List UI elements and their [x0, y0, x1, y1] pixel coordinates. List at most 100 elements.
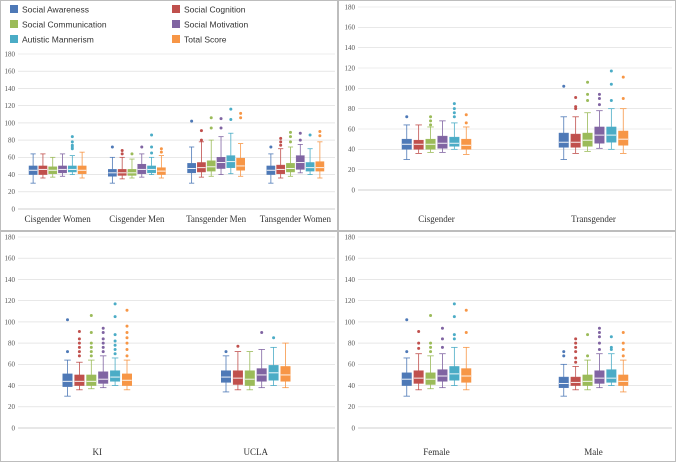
outlier-point — [597, 335, 601, 339]
outlier-point — [464, 113, 468, 117]
box-iqr — [315, 161, 325, 172]
box-ki-social-awareness — [62, 318, 73, 397]
outlier-point — [562, 84, 566, 88]
legend-swatch-social-motivation — [172, 20, 180, 28]
box-iqr — [425, 372, 436, 385]
outlier-point — [452, 337, 456, 341]
outlier-point — [429, 314, 433, 318]
y-tick-label: 40 — [348, 146, 356, 154]
outlier-point — [150, 151, 154, 155]
outlier-point — [452, 102, 456, 106]
y-tick-label: 40 — [348, 382, 356, 390]
outlier-point — [452, 107, 456, 111]
outlier-point — [597, 97, 601, 100]
box-cisgender-social-motivation — [437, 120, 448, 153]
outlier-point — [77, 354, 81, 358]
y-tick-label: 120 — [5, 297, 16, 305]
y-tick-label: 60 — [348, 125, 356, 133]
y-tick-label: 160 — [345, 255, 356, 263]
box-cisgender-women-social-awareness — [28, 153, 38, 184]
outlier-point — [101, 345, 105, 349]
outlier-point — [89, 345, 93, 349]
box-female-social-cognition — [413, 329, 424, 391]
box-iqr — [86, 374, 97, 386]
outlier-point — [70, 135, 74, 139]
outlier-point — [150, 133, 154, 137]
outlier-point — [101, 341, 105, 345]
outlier-point — [405, 115, 409, 119]
outlier-point — [298, 131, 302, 135]
outlier-point — [113, 315, 117, 319]
outlier-point — [621, 331, 625, 334]
outlier-point — [621, 354, 625, 358]
legend-swatch-total-score — [172, 35, 180, 43]
outlier-point — [110, 145, 114, 149]
y-tick-label: 140 — [5, 276, 16, 284]
y-tick-label: 20 — [8, 403, 16, 411]
box-iqr — [570, 133, 581, 148]
box-iqr — [606, 126, 617, 143]
box-cisgender-social-cognition — [413, 124, 424, 154]
box-iqr — [98, 371, 109, 384]
outlier-point — [597, 341, 601, 345]
y-tick-label: 120 — [345, 64, 356, 72]
box-iqr — [280, 366, 291, 382]
chart-panel-1: 0 20 40 60 80 100 120 140 160 180 Cisgender Women C… — [0, 0, 338, 231]
outlier-point — [597, 103, 601, 107]
box-cisgender-women-autistic-mannerism — [67, 135, 77, 175]
box-iqr — [232, 370, 243, 385]
outlier-point — [609, 345, 613, 349]
y-tick-label: 180 — [345, 233, 356, 241]
y-tick-label: 80 — [348, 340, 356, 348]
box-iqr — [618, 374, 629, 386]
category-label: Female — [423, 447, 450, 457]
box-tansgender-men-social-communication — [206, 116, 216, 177]
outlier-point — [574, 345, 578, 349]
box-tansgender-women-social-cognition — [276, 136, 286, 179]
box-female-autistic-mannerism — [449, 302, 460, 386]
category-label: KI — [93, 447, 103, 457]
outlier-point — [609, 82, 613, 86]
outlier-point — [125, 336, 129, 340]
y-tick-label: 20 — [8, 188, 16, 196]
legend-label-social-communication: Social Communication — [22, 20, 107, 30]
box-cisgender-women-total-score — [77, 151, 87, 179]
y-tick-label: 140 — [345, 276, 356, 284]
outlier-point — [89, 314, 93, 318]
outlier-point — [89, 350, 93, 354]
box-cisgender-social-awareness — [401, 115, 412, 160]
box-male-social-motivation — [594, 326, 605, 389]
box-male-autistic-mannerism — [606, 335, 617, 386]
outlier-point — [318, 130, 322, 133]
box-iqr — [570, 376, 581, 386]
box-ki-social-communication — [86, 314, 97, 390]
y-tick-label: 140 — [345, 44, 356, 52]
box-transgender-total-score — [618, 75, 629, 154]
legend-label-social-awareness: Social Awareness — [22, 5, 89, 15]
outlier-point — [621, 75, 625, 79]
outlier-point — [113, 339, 117, 343]
outlier-point — [574, 341, 578, 345]
outlier-point — [77, 341, 81, 345]
outlier-point — [464, 331, 468, 334]
legend-swatch-social-awareness — [10, 5, 18, 13]
outlier-point — [318, 134, 322, 138]
outlier-point — [113, 302, 117, 306]
box-iqr — [122, 373, 132, 386]
legend-swatch-social-cognition — [172, 5, 180, 13]
outlier-point — [77, 337, 81, 341]
outlier-point — [429, 345, 433, 349]
panel-frame — [0, 0, 338, 231]
outlier-point — [199, 138, 203, 142]
box-cisgender-men-social-cognition — [117, 148, 127, 180]
outlier-point — [130, 152, 134, 156]
box-ucla-social-communication — [244, 351, 255, 391]
category-label: Transgender — [571, 214, 616, 224]
box-iqr — [582, 132, 593, 147]
outlier-point — [574, 356, 578, 360]
outlier-point — [209, 116, 213, 120]
outlier-point — [269, 145, 273, 149]
outlier-point — [621, 347, 625, 351]
outlier-point — [125, 347, 129, 351]
outlier-point — [101, 326, 105, 330]
